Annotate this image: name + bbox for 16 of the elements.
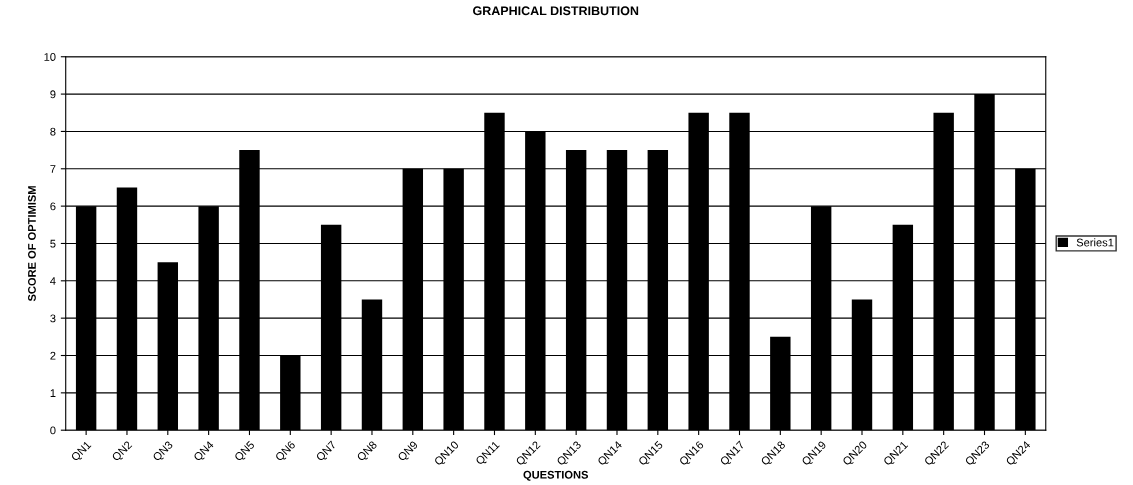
y-tick-label: 2 (50, 351, 56, 360)
legend-label: Series1 (1076, 238, 1114, 247)
y-tick-label: 9 (50, 90, 56, 99)
y-tick-label: 0 (50, 426, 56, 435)
y-tick-label: 8 (50, 127, 56, 136)
y-tick-label: 5 (50, 239, 56, 248)
x-axis-title: QUESTIONS (523, 470, 589, 481)
y-axis-title: SCORE OF OPTIMISM (28, 186, 36, 302)
y-tick-label: 6 (50, 202, 56, 211)
y-tick-label: 1 (50, 389, 56, 397)
y-tick-label: 10 (44, 53, 56, 61)
y-tick-label: 7 (50, 165, 56, 173)
y-tick-label: 4 (50, 277, 56, 285)
x-tick-label: QN1 (70, 440, 93, 463)
chart-title: GRAPHICAL DISTRIBUTION (473, 6, 639, 16)
y-tick-label: 3 (50, 314, 56, 323)
